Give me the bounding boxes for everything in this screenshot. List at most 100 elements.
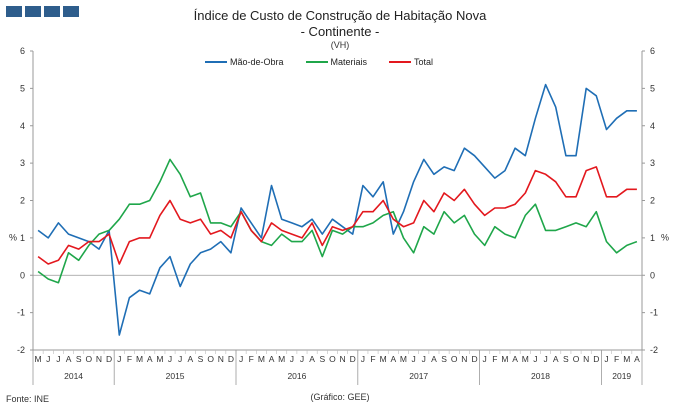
y-tick-label-right: 3 <box>650 158 655 168</box>
x-tick-label: F <box>249 354 254 364</box>
series-line-mao-de-obra <box>37 83 637 336</box>
x-tick-label: J <box>300 354 304 364</box>
x-tick-label: S <box>441 354 447 364</box>
x-tick-label: D <box>106 354 112 364</box>
x-tick-label: F <box>492 354 497 364</box>
y-tick-label-left: -1 <box>17 308 25 318</box>
legend-swatch <box>305 61 328 63</box>
x-tick-label: M <box>156 354 163 364</box>
x-tick-label: M <box>522 354 529 364</box>
legend-item-mao-de-obra: Mão-de-Obra <box>205 57 284 67</box>
x-tick-label: N <box>583 354 589 364</box>
x-tick-label: A <box>634 354 640 364</box>
year-label: 2015 <box>166 371 185 381</box>
chart-subtitle: - Continente - <box>300 24 380 39</box>
y-tick-label-left: 4 <box>20 121 25 131</box>
x-tick-label: M <box>136 354 143 364</box>
x-tick-label: J <box>178 354 182 364</box>
x-tick-label: N <box>340 354 346 364</box>
x-tick-label: A <box>553 354 559 364</box>
x-tick-label: J <box>533 354 537 364</box>
x-tick-label: A <box>431 354 437 364</box>
x-tick-label: J <box>543 354 547 364</box>
x-tick-label: J <box>290 354 294 364</box>
x-tick-label: J <box>239 354 243 364</box>
x-tick-label: M <box>400 354 407 364</box>
x-tick-label: A <box>512 354 518 364</box>
x-tick-label: F <box>370 354 375 364</box>
x-tick-label: J <box>604 354 608 364</box>
x-tick-label: D <box>593 354 599 364</box>
y-tick-label-left: 1 <box>20 233 25 243</box>
x-tick-label: J <box>422 354 426 364</box>
x-tick-label: A <box>147 354 153 364</box>
y-tick-label-right: -1 <box>650 308 658 318</box>
x-tick-label: S <box>76 354 82 364</box>
x-tick-label: A <box>269 354 275 364</box>
logo-block <box>44 6 60 17</box>
x-tick-label: M <box>35 354 42 364</box>
year-label: 2016 <box>287 371 306 381</box>
year-label: 2018 <box>531 371 550 381</box>
y-axis-label-left: % <box>9 233 17 243</box>
x-tick-label: A <box>66 354 72 364</box>
x-tick-label: J <box>46 354 50 364</box>
x-tick-label: A <box>187 354 193 364</box>
y-tick-label-right: 1 <box>650 233 655 243</box>
x-tick-label: S <box>319 354 325 364</box>
y-tick-label-right: -2 <box>650 345 658 355</box>
x-tick-label: F <box>127 354 132 364</box>
x-tick-label: M <box>258 354 265 364</box>
x-tick-label: N <box>461 354 467 364</box>
logo-block <box>6 6 22 17</box>
legend-label: Materiais <box>330 57 368 67</box>
chart-source: Fonte: INE <box>6 394 50 404</box>
series-line-total <box>37 166 637 265</box>
y-tick-label-right: 2 <box>650 196 655 206</box>
x-tick-label: M <box>623 354 630 364</box>
x-tick-label: O <box>573 354 580 364</box>
chart-title: Índice de Custo de Construção de Habitaç… <box>193 8 487 23</box>
legend-label: Mão-de-Obra <box>230 57 284 67</box>
year-label: 2019 <box>612 371 631 381</box>
legend-item-materiais: Materiais <box>305 57 368 67</box>
y-tick-label-left: -2 <box>17 345 25 355</box>
chart-legend: Mão-de-Obra Materiais Total <box>205 57 433 67</box>
x-tick-label: F <box>614 354 619 364</box>
series-line-materiais <box>37 158 638 284</box>
x-tick-label: O <box>86 354 93 364</box>
chart-credit: (Gráfico: GEE) <box>310 392 370 402</box>
y-tick-label-left: 6 <box>20 46 25 56</box>
x-tick-label: S <box>563 354 569 364</box>
y-tick-label-left: 2 <box>20 196 25 206</box>
x-tick-label: D <box>228 354 234 364</box>
x-tick-label: J <box>168 354 172 364</box>
x-tick-label: D <box>350 354 356 364</box>
x-tick-label: M <box>380 354 387 364</box>
x-tick-label: D <box>471 354 477 364</box>
legend-label: Total <box>414 57 434 67</box>
y-tick-label-right: 0 <box>650 270 655 280</box>
x-tick-label: M <box>501 354 508 364</box>
logo-block <box>63 6 79 17</box>
y-tick-label-right: 5 <box>650 83 655 93</box>
x-tick-label: J <box>361 354 365 364</box>
year-label: 2014 <box>64 371 83 381</box>
legend-swatch <box>205 61 227 63</box>
y-tick-label-left: 0 <box>20 270 25 280</box>
y-tick-label-left: 5 <box>20 83 25 93</box>
x-tick-label: A <box>309 354 315 364</box>
x-tick-label: O <box>451 354 458 364</box>
legend-swatch <box>389 61 412 63</box>
x-tick-label: N <box>218 354 224 364</box>
logo-block <box>25 6 41 17</box>
legend-item-total: Total <box>389 57 433 67</box>
x-tick-label: J <box>412 354 416 364</box>
x-tick-label: S <box>198 354 204 364</box>
chart-unit: (VH) <box>330 40 350 50</box>
y-tick-label-left: 3 <box>20 158 25 168</box>
x-tick-label: M <box>278 354 285 364</box>
x-tick-label: J <box>117 354 121 364</box>
x-tick-label: J <box>56 354 60 364</box>
